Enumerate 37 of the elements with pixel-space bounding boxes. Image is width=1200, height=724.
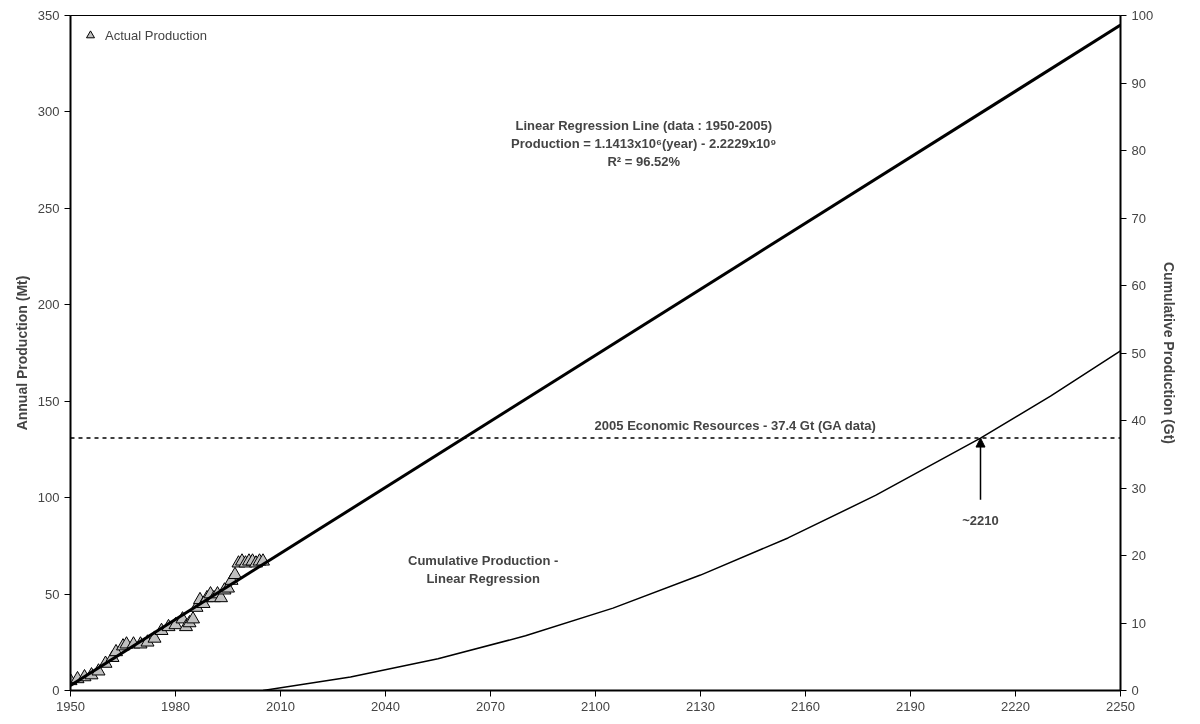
y2-tick-label: 50 [1131,345,1146,361]
y2-tick-label: 100 [1131,8,1154,23]
x-tick-label: 2220 [1001,698,1030,714]
y2-tick-label: 70 [1131,210,1146,226]
y2-axis-title: Cumulative Production (Gt) [1161,262,1178,444]
y-tick-label: 350 [37,8,60,23]
y2-tick-label: 90 [1131,75,1146,91]
y-tick-label: 300 [37,104,60,120]
x-tick-label: 1950 [56,698,85,714]
ref-line-label: 2005 Economic Resources - 37.4 Gt (GA data) [594,418,876,434]
y2-tick-label: 20 [1131,548,1146,563]
legend-label: Actual Production [105,27,207,43]
x-tick-label: 2100 [581,698,610,714]
y-axis-title: Annual Production (Mt) [13,275,30,431]
y2-tick-label: 80 [1131,143,1146,158]
x-tick-label: 2160 [791,698,820,714]
x-tick-label: 2040 [371,698,400,714]
y-tick-label: 250 [37,200,60,216]
y-tick-label: 200 [37,297,60,313]
y2-tick-label: 10 [1131,615,1146,631]
x-tick-label: 1980 [161,698,190,714]
y2-tick-label: 0 [1131,683,1139,698]
annotation: Linear Regression Line (data : 1950-2005) Production = 1.1413x10⁶(year) - 2.2229x10⁹ R² = 96.52% [511,118,777,170]
annotation: Cumulative Production - Linear Regression [408,552,559,586]
y2-tick-label: 40 [1131,413,1146,428]
x-tick-label: 2070 [476,698,505,714]
annotation: ~2210 [962,513,999,529]
y-tick-label: 50 [45,586,60,602]
x-tick-label: 2010 [266,698,295,714]
y-tick-label: 150 [37,393,60,409]
x-tick-label: 2130 [686,698,715,714]
y-tick-label: 0 [52,683,60,698]
y2-tick-label: 30 [1131,480,1146,496]
y-tick-label: 100 [37,490,60,506]
y2-tick-label: 60 [1131,278,1146,293]
x-tick-label: 2250 [1106,698,1135,714]
x-tick-label: 2190 [896,698,925,714]
